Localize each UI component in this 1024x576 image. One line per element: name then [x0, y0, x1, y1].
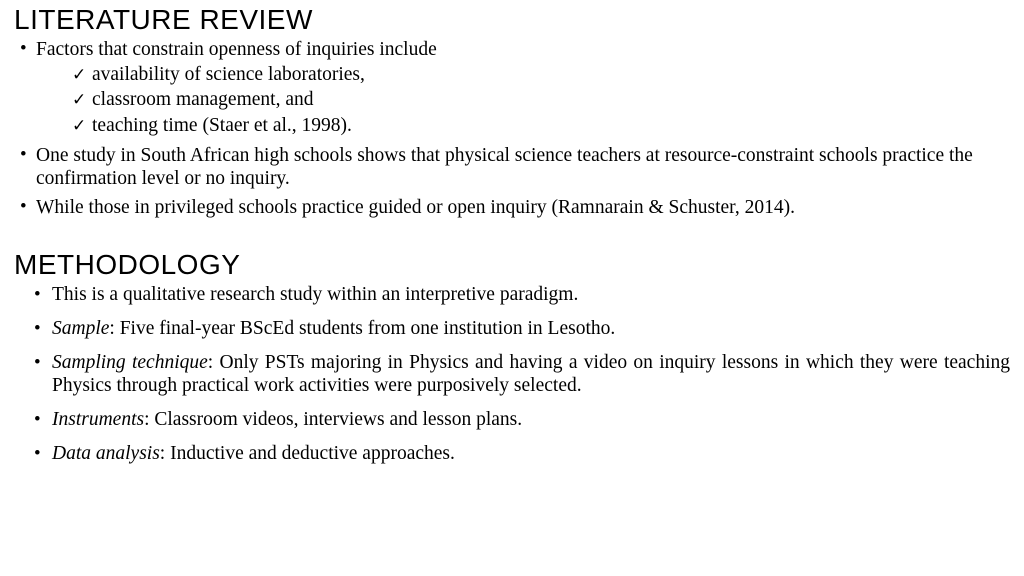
literature-review-list: Factors that constrain openness of inqui…	[14, 38, 1010, 219]
item-rest: : Classroom videos, interviews and lesso…	[144, 409, 522, 430]
list-item: Instruments: Classroom videos, interview…	[34, 408, 1010, 432]
sub-item: availability of science laboratories,	[72, 63, 1010, 87]
item-label: Instruments	[52, 409, 144, 430]
bullet-text: Factors that constrain openness of inqui…	[36, 39, 437, 60]
sub-item: classroom management, and	[72, 88, 1010, 112]
list-item: Sampling technique: Only PSTs majoring i…	[34, 351, 1010, 399]
list-item: While those in privileged schools practi…	[20, 196, 1010, 219]
list-item: Factors that constrain openness of inqui…	[20, 38, 1010, 138]
item-label: Data analysis	[52, 443, 160, 464]
literature-review-heading: LITERATURE REVIEW	[14, 4, 1010, 36]
sub-list: availability of science laboratories, cl…	[36, 63, 1010, 138]
methodology-heading: METHODOLOGY	[14, 249, 1010, 281]
methodology-list: This is a qualitative research study wit…	[14, 283, 1010, 466]
list-item: Sample: Five final-year BScEd students f…	[34, 317, 1010, 341]
list-item: One study in South African high schools …	[20, 144, 1010, 190]
item-rest: : Five final-year BScEd students from on…	[109, 318, 615, 339]
sub-item: teaching time (Staer et al., 1998).	[72, 114, 1010, 138]
item-label: Sample	[52, 318, 109, 339]
item-rest: : Inductive and deductive approaches.	[160, 443, 455, 464]
item-label: Sampling technique	[52, 352, 208, 373]
list-item: Data analysis: Inductive and deductive a…	[34, 442, 1010, 466]
list-item: This is a qualitative research study wit…	[34, 283, 1010, 307]
